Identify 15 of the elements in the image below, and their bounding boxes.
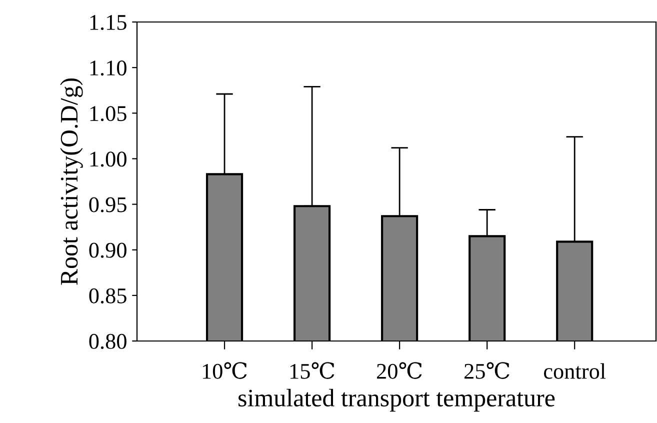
x-tick-label: 20℃ (377, 362, 422, 379)
x-tick-label: 25℃ (464, 362, 510, 379)
x-axis-title: simulated transport temperature (238, 388, 555, 412)
x-tick-label: 15℃ (290, 362, 334, 379)
y-tick-label: 0.80 (89, 334, 126, 350)
y-tick-label: 0.90 (89, 242, 126, 258)
y-tick-label: 1.00 (90, 152, 126, 167)
x-tick-label: 10℃ (202, 362, 247, 379)
y-tick-label: 1.10 (90, 60, 126, 76)
y-tick-label: 0.95 (89, 197, 126, 212)
y-axis-title: Root activity(O.D/g) (60, 78, 83, 285)
x-tick-label: control (544, 363, 606, 379)
y-tick-label: 1.15 (90, 15, 126, 30)
y-tick-label: 1.05 (90, 106, 126, 122)
y-tick-label: 0.85 (89, 288, 126, 304)
